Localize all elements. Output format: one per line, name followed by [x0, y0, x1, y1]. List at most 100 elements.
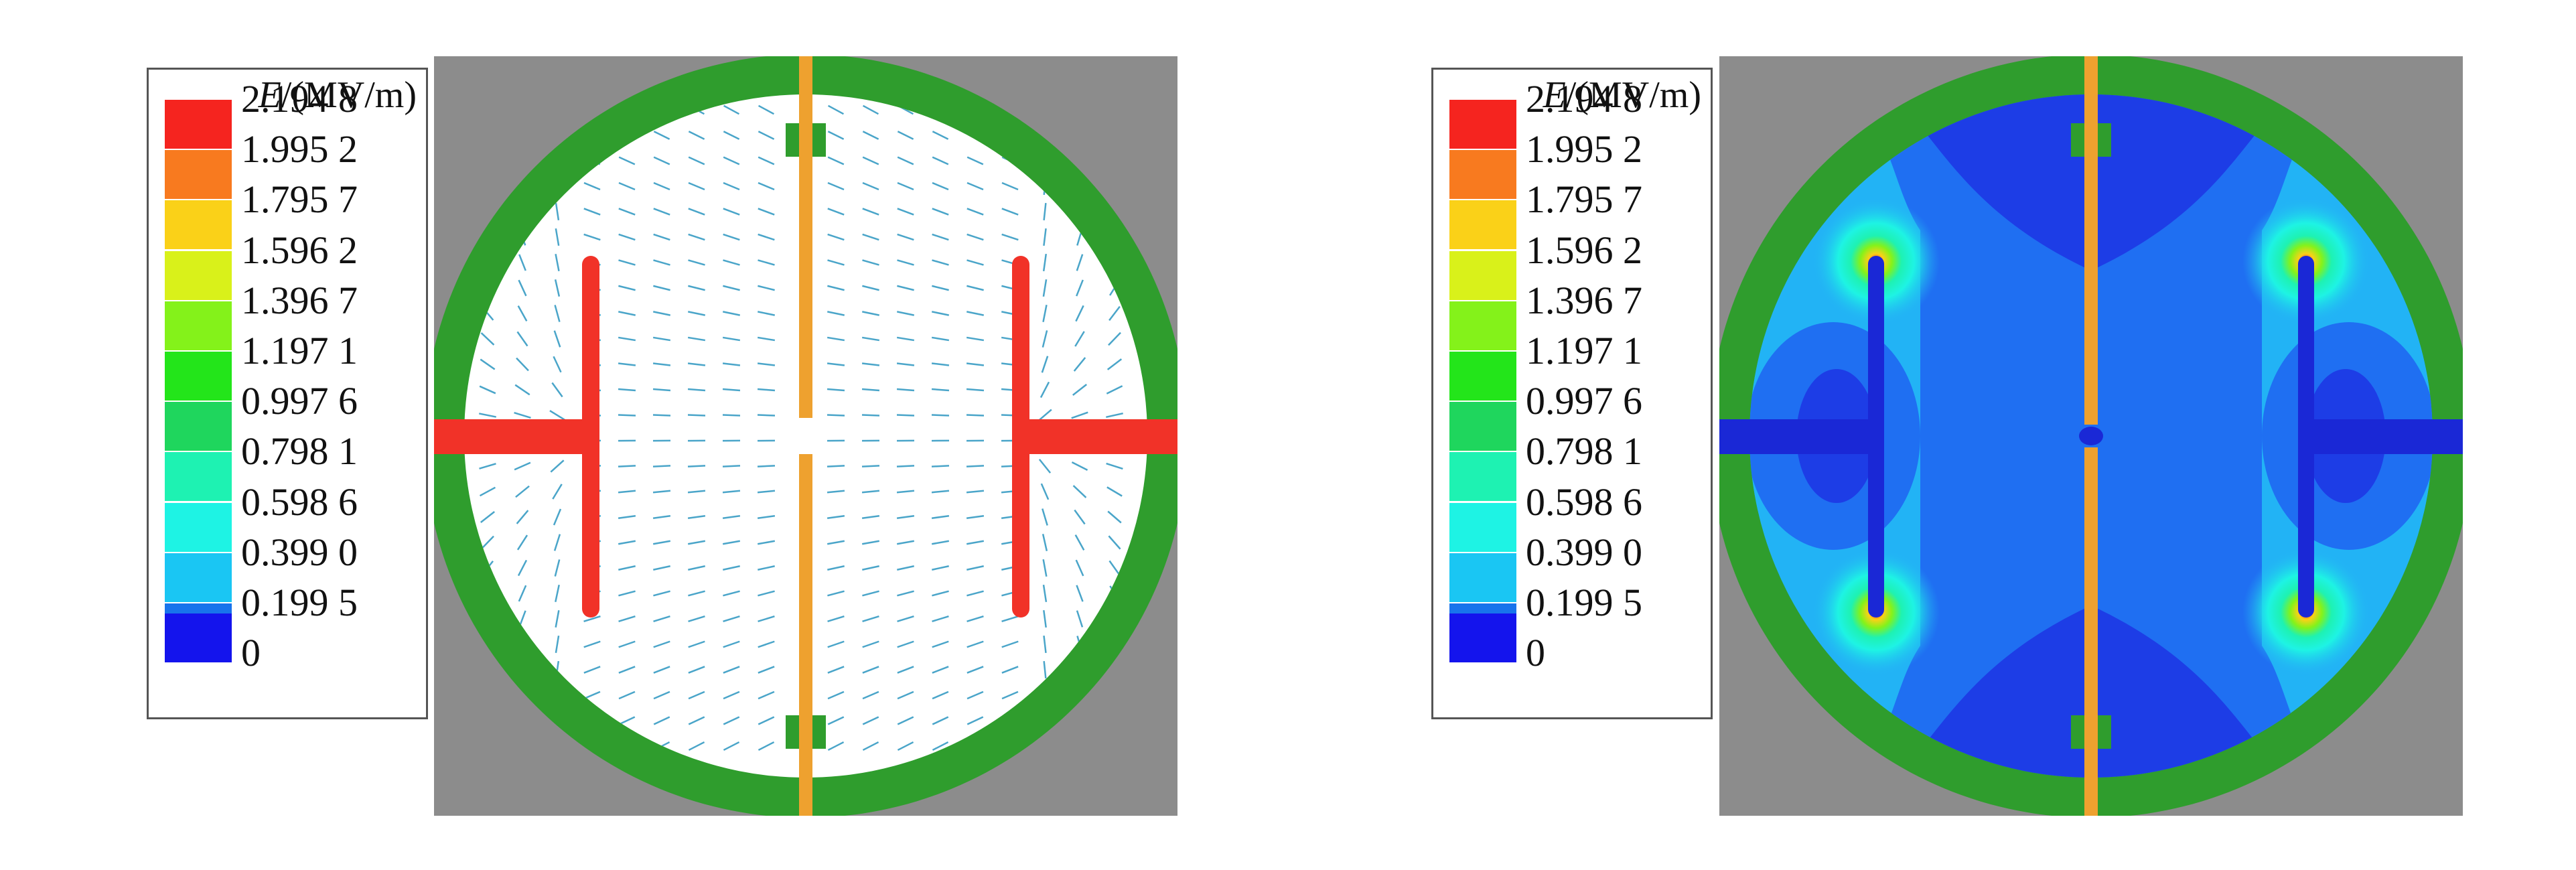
- field-arrow: [827, 131, 845, 140]
- field-arrow: [618, 388, 636, 392]
- field-arrow: [897, 156, 914, 165]
- legend-tick-label: 1.396 7: [241, 278, 358, 322]
- legend-swatch: [1449, 402, 1516, 451]
- field-arrow: [653, 285, 670, 291]
- field-arrow: [897, 741, 914, 751]
- field-arrow: [1074, 331, 1085, 347]
- field-arrow: [757, 362, 776, 366]
- field-arrow: [827, 311, 845, 316]
- field-arrow: [1042, 330, 1048, 348]
- field-arrow: [966, 515, 985, 519]
- field-arrow: [931, 414, 950, 417]
- field-arrow: [932, 640, 949, 648]
- field-arrow: [555, 635, 560, 654]
- field-arrow: [897, 233, 914, 241]
- field-arrow: [1072, 383, 1088, 396]
- legend-swatch: [1449, 553, 1516, 602]
- upper-orange-plate: [2084, 56, 2098, 425]
- field-arrow: [618, 515, 636, 519]
- field-arrow: [861, 515, 880, 519]
- field-arrow: [966, 362, 985, 366]
- field-arrow: [932, 156, 949, 165]
- field-arrow: [554, 559, 561, 577]
- legend-tick-label: 1.795 7: [241, 177, 358, 222]
- legend-swatch: [1449, 100, 1516, 149]
- field-arrow: [618, 336, 636, 342]
- legend-tick-label: 0.598 6: [1526, 480, 1642, 524]
- field-arrow: [757, 336, 776, 342]
- field-arrow: [1043, 202, 1047, 221]
- legend-swatch: [165, 553, 232, 602]
- field-arrow: [932, 565, 949, 571]
- field-arrow: [688, 640, 705, 648]
- field-arrow: [1074, 534, 1085, 551]
- field-arrow: [862, 615, 879, 622]
- field-arrow: [862, 640, 879, 648]
- field-arrow: [723, 104, 740, 115]
- field-arrow: [932, 716, 949, 725]
- right-feed-bar: [1017, 419, 1177, 454]
- field-arrow: [757, 388, 776, 392]
- field-arrow: [618, 156, 636, 165]
- field-arrow: [862, 182, 879, 191]
- field-arrow: [618, 565, 636, 571]
- legend-swatch: [1449, 301, 1516, 350]
- legend-tick-label: 2.194 8: [1526, 77, 1642, 121]
- field-arrow: [618, 208, 636, 216]
- field-arrow: [652, 414, 671, 417]
- field-arrow: [618, 414, 636, 417]
- field-arrow: [722, 540, 741, 545]
- field-arrow: [555, 585, 560, 602]
- field-arrow: [897, 259, 914, 266]
- field-arrow: [479, 486, 496, 497]
- legend-tick-label: 0.598 6: [241, 480, 358, 524]
- field-arrow: [827, 515, 845, 519]
- field-arrow: [480, 510, 495, 524]
- legend-tick-label: 1.596 2: [1526, 228, 1642, 272]
- field-arrow: [723, 285, 740, 291]
- field-arrow: [518, 585, 527, 602]
- field-arrow: [862, 691, 879, 700]
- contour-field-svg: [1719, 56, 2463, 816]
- field-arrow: [517, 305, 528, 321]
- field-arrow: [932, 741, 949, 751]
- field-arrow: [1108, 560, 1121, 576]
- field-arrow: [518, 254, 526, 271]
- field-arrow: [861, 465, 880, 467]
- field-arrow: [555, 609, 560, 628]
- field-arrow: [896, 388, 915, 392]
- field-arrow: [722, 388, 741, 392]
- field-arrow: [931, 465, 950, 467]
- field-arrow: [687, 465, 706, 467]
- legend-tick-label: 0.399 0: [241, 530, 358, 574]
- field-arrow: [653, 131, 670, 140]
- field-arrow: [480, 358, 496, 370]
- field-arrow: [687, 336, 706, 342]
- field-arrow: [723, 691, 740, 700]
- field-arrow: [688, 590, 705, 597]
- legend-tick-label: 1.795 7: [1526, 177, 1642, 222]
- field-arrow: [897, 615, 914, 622]
- field-arrow: [758, 285, 775, 291]
- field-arrow: [723, 233, 740, 241]
- field-arrow: [653, 311, 670, 316]
- legend-tick-label: 0.199 5: [1526, 581, 1642, 624]
- field-arrow: [722, 336, 741, 342]
- field-arrow: [549, 410, 565, 421]
- field-arrow: [897, 131, 914, 140]
- field-arrow: [862, 716, 879, 725]
- field-arrow: [1042, 305, 1048, 322]
- field-arrow: [896, 414, 915, 417]
- field-arrow: [967, 208, 984, 216]
- field-arrow: [514, 461, 531, 471]
- legend-title-unit: /(MV/m): [1565, 74, 1701, 116]
- field-arrow: [618, 716, 636, 725]
- field-arrow: [827, 565, 845, 571]
- field-arrow: [932, 666, 949, 674]
- field-arrow: [827, 540, 845, 545]
- field-arrow: [758, 691, 775, 700]
- field-arrow: [583, 615, 601, 622]
- left-colorbar-legend: E/(MV/m) 2.194 8 1.995 2 1.795 7 1.596 2 1.3…: [147, 68, 428, 719]
- field-arrow: [618, 590, 636, 597]
- field-arrow: [931, 540, 950, 545]
